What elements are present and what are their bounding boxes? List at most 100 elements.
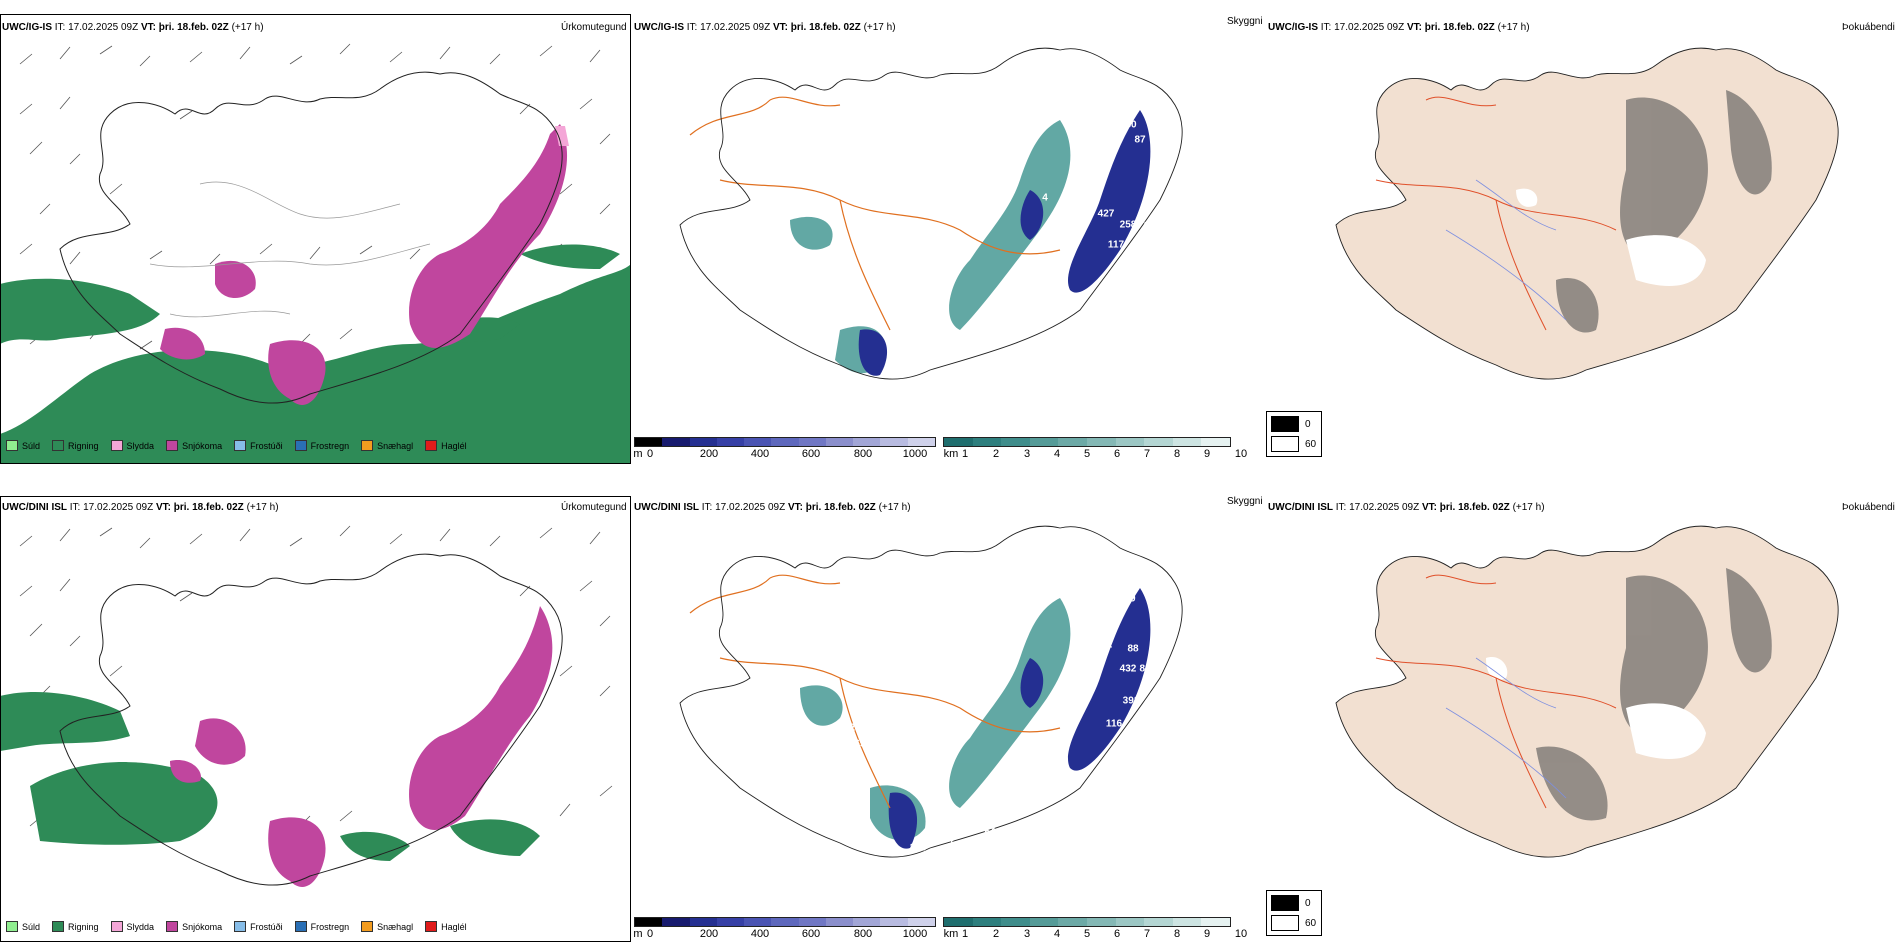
ceiling-value: 24 xyxy=(1151,252,1163,264)
vt-label: VT: xyxy=(140,22,156,33)
vt-value: þri. 18.feb. 02Z xyxy=(158,22,229,33)
ceiling-colorbar-cells xyxy=(634,437,936,447)
ceiling-value: 61 xyxy=(944,373,956,385)
row-2: UWC/DINI ISL IT: 17.02.2025 09Z VT: þri.… xyxy=(0,482,1900,950)
visibility-colorbar-ticks: km 1 2 3 4 5 6 7 8 9 10 xyxy=(943,928,1248,940)
legend-item: Frostregn xyxy=(294,440,349,451)
legend-item: Súld xyxy=(6,921,40,932)
ceiling-value: 88 xyxy=(1127,643,1139,655)
legend-item: Slydda xyxy=(110,921,154,932)
ceiling-value: 151 xyxy=(1142,236,1160,248)
ceiling-value: 81 xyxy=(1139,663,1151,675)
ceiling-colorbar-cells xyxy=(634,917,936,927)
ceiling-value: 96 xyxy=(1068,779,1080,791)
precip-legend-2: Súld Rigning Slydda Snjókoma Frostúði Fr… xyxy=(6,921,479,932)
ceiling-value: 13 xyxy=(1197,191,1209,203)
precip-panel-2 xyxy=(0,496,631,942)
lead-time: (+17 h) xyxy=(231,22,264,33)
ceiling-value: 267 xyxy=(849,722,867,734)
legend-item: Frostúði xyxy=(234,440,283,451)
ceiling-value: 415 xyxy=(871,707,889,719)
fog-header-2: UWC/DINI ISL IT: 17.02.2025 09Z VT: þri.… xyxy=(1268,502,1545,513)
ceiling-title-1: Skyggni xyxy=(1227,16,1263,27)
ceiling-value: 104 xyxy=(906,862,924,874)
fog-legend-2: 0 60 xyxy=(1266,890,1322,936)
ceiling-value: 59 xyxy=(1067,816,1079,828)
ceiling-value: 148 xyxy=(1161,205,1179,217)
precip-map-1 xyxy=(1,43,630,463)
ceiling-value: 110 xyxy=(1051,216,1069,228)
model-name: UWC/IG-IS xyxy=(2,22,52,33)
precip-map-2 xyxy=(1,525,613,887)
ceiling-title-2: Skyggni xyxy=(1227,496,1263,507)
ceiling-header-2: UWC/DINI ISL IT: 17.02.2025 09Z VT: þri.… xyxy=(634,502,911,513)
ceiling-value: 432 xyxy=(1119,663,1137,675)
legend-item: Rigning xyxy=(52,440,99,451)
ceiling-value: 12 xyxy=(1161,232,1173,244)
ceiling-colorbar-ticks: m 0 200 400 600 800 1000 xyxy=(633,928,928,940)
fog-title-2: Þokuábendi xyxy=(1842,502,1895,513)
visibility-colorbar-ticks: km 1 2 3 4 5 6 7 8 9 10 xyxy=(943,448,1248,460)
ceiling-value: 73 xyxy=(1123,742,1135,754)
legend-item: Haglél xyxy=(425,440,467,451)
ceiling-value: 130 xyxy=(1063,189,1081,201)
ceiling-value: 427 xyxy=(1097,208,1115,220)
ceiling-value: 96 xyxy=(1144,698,1156,710)
fog-map-2 xyxy=(1335,525,1839,858)
ceiling-value: 569 xyxy=(848,738,866,750)
legend-item: Haglél xyxy=(425,921,467,932)
ceiling-value: 104 xyxy=(936,834,954,846)
ceiling-value: 391 xyxy=(1122,695,1140,707)
ceiling-map-1 xyxy=(679,47,1183,380)
visibility-colorbar-2: km 1 2 3 4 5 6 7 8 9 10 xyxy=(943,917,1248,940)
snow-area xyxy=(160,124,568,405)
legend-item: Snæhagl xyxy=(361,921,413,932)
ceiling-value: 58 xyxy=(1087,791,1099,803)
ceiling-value: 85 xyxy=(1102,144,1114,156)
ceiling-value: 258 xyxy=(1119,219,1137,231)
ceiling-value: 69 xyxy=(953,826,965,838)
ceiling-map-2 xyxy=(679,525,1183,858)
precip-header-1: UWC/IG-IS IT: 17.02.2025 09Z VT: þri. 18… xyxy=(2,22,264,34)
precip-title-1: Úrkomutegund xyxy=(561,22,627,33)
ceiling-value: 76 xyxy=(1064,320,1076,332)
visibility-colorbar-1: km 1 2 3 4 5 6 7 8 9 10 xyxy=(943,437,1248,460)
ceiling-value: 94 xyxy=(911,364,923,376)
ceiling-colorbar-ticks: m 0 200 400 600 800 1000 xyxy=(633,448,928,460)
ceiling-value: 64 xyxy=(984,826,996,838)
visibility-colorbar-cells xyxy=(943,917,1231,927)
ceiling-value: 43 xyxy=(1104,290,1116,302)
ceiling-value: 79 xyxy=(1124,593,1136,605)
legend-item: Frostúði xyxy=(234,921,283,932)
ceiling-value: 41 xyxy=(1146,276,1158,288)
precip-legend-1: Súld Rigning Slydda Snjókoma Frostúði Fr… xyxy=(6,440,479,451)
ceiling-value: 10 xyxy=(1176,241,1188,253)
ceiling-value: 153 xyxy=(1001,793,1019,805)
visibility-colorbar-cells xyxy=(943,437,1231,447)
ceiling-colorbar-1: m 0 200 400 600 800 1000 xyxy=(633,437,936,460)
ceiling-value: 215 xyxy=(1181,152,1199,164)
fog-title-1: Þokuábendi xyxy=(1842,22,1895,33)
row-1: UWC/IG-IS IT: 17.02.2025 09Z VT: þri. 18… xyxy=(0,14,1895,464)
ceiling-colorbar-2: m 0 200 400 600 800 1000 xyxy=(633,917,936,940)
it-label: IT: xyxy=(54,22,66,33)
ceiling-value: 140 xyxy=(1178,174,1196,186)
precip-title-2: Úrkomutegund xyxy=(561,502,627,513)
coastline xyxy=(59,71,563,404)
ceiling-value: 262 xyxy=(1095,624,1113,636)
ceiling-value: 262 xyxy=(1095,639,1113,651)
ceiling-value: 116 xyxy=(1105,718,1123,730)
ceiling-value: 123 xyxy=(1143,220,1161,232)
ceiling-value: 136 xyxy=(909,842,927,854)
ceiling-value: 65 xyxy=(1104,771,1116,783)
ceiling-value: 46 xyxy=(1142,751,1154,763)
fog-map-1 xyxy=(1335,47,1839,380)
legend-item: Súld xyxy=(6,440,40,451)
precip-header-2: UWC/DINI ISL IT: 17.02.2025 09Z VT: þri.… xyxy=(2,502,279,513)
ceiling-value: 67 xyxy=(1180,703,1192,715)
ceiling-value: 64 xyxy=(947,858,959,870)
ceiling-value: 4 xyxy=(1042,192,1048,204)
ceiling-value: 94 xyxy=(1161,698,1173,710)
legend-item: Snjókoma xyxy=(166,921,222,932)
legend-item: Snæhagl xyxy=(361,440,413,451)
